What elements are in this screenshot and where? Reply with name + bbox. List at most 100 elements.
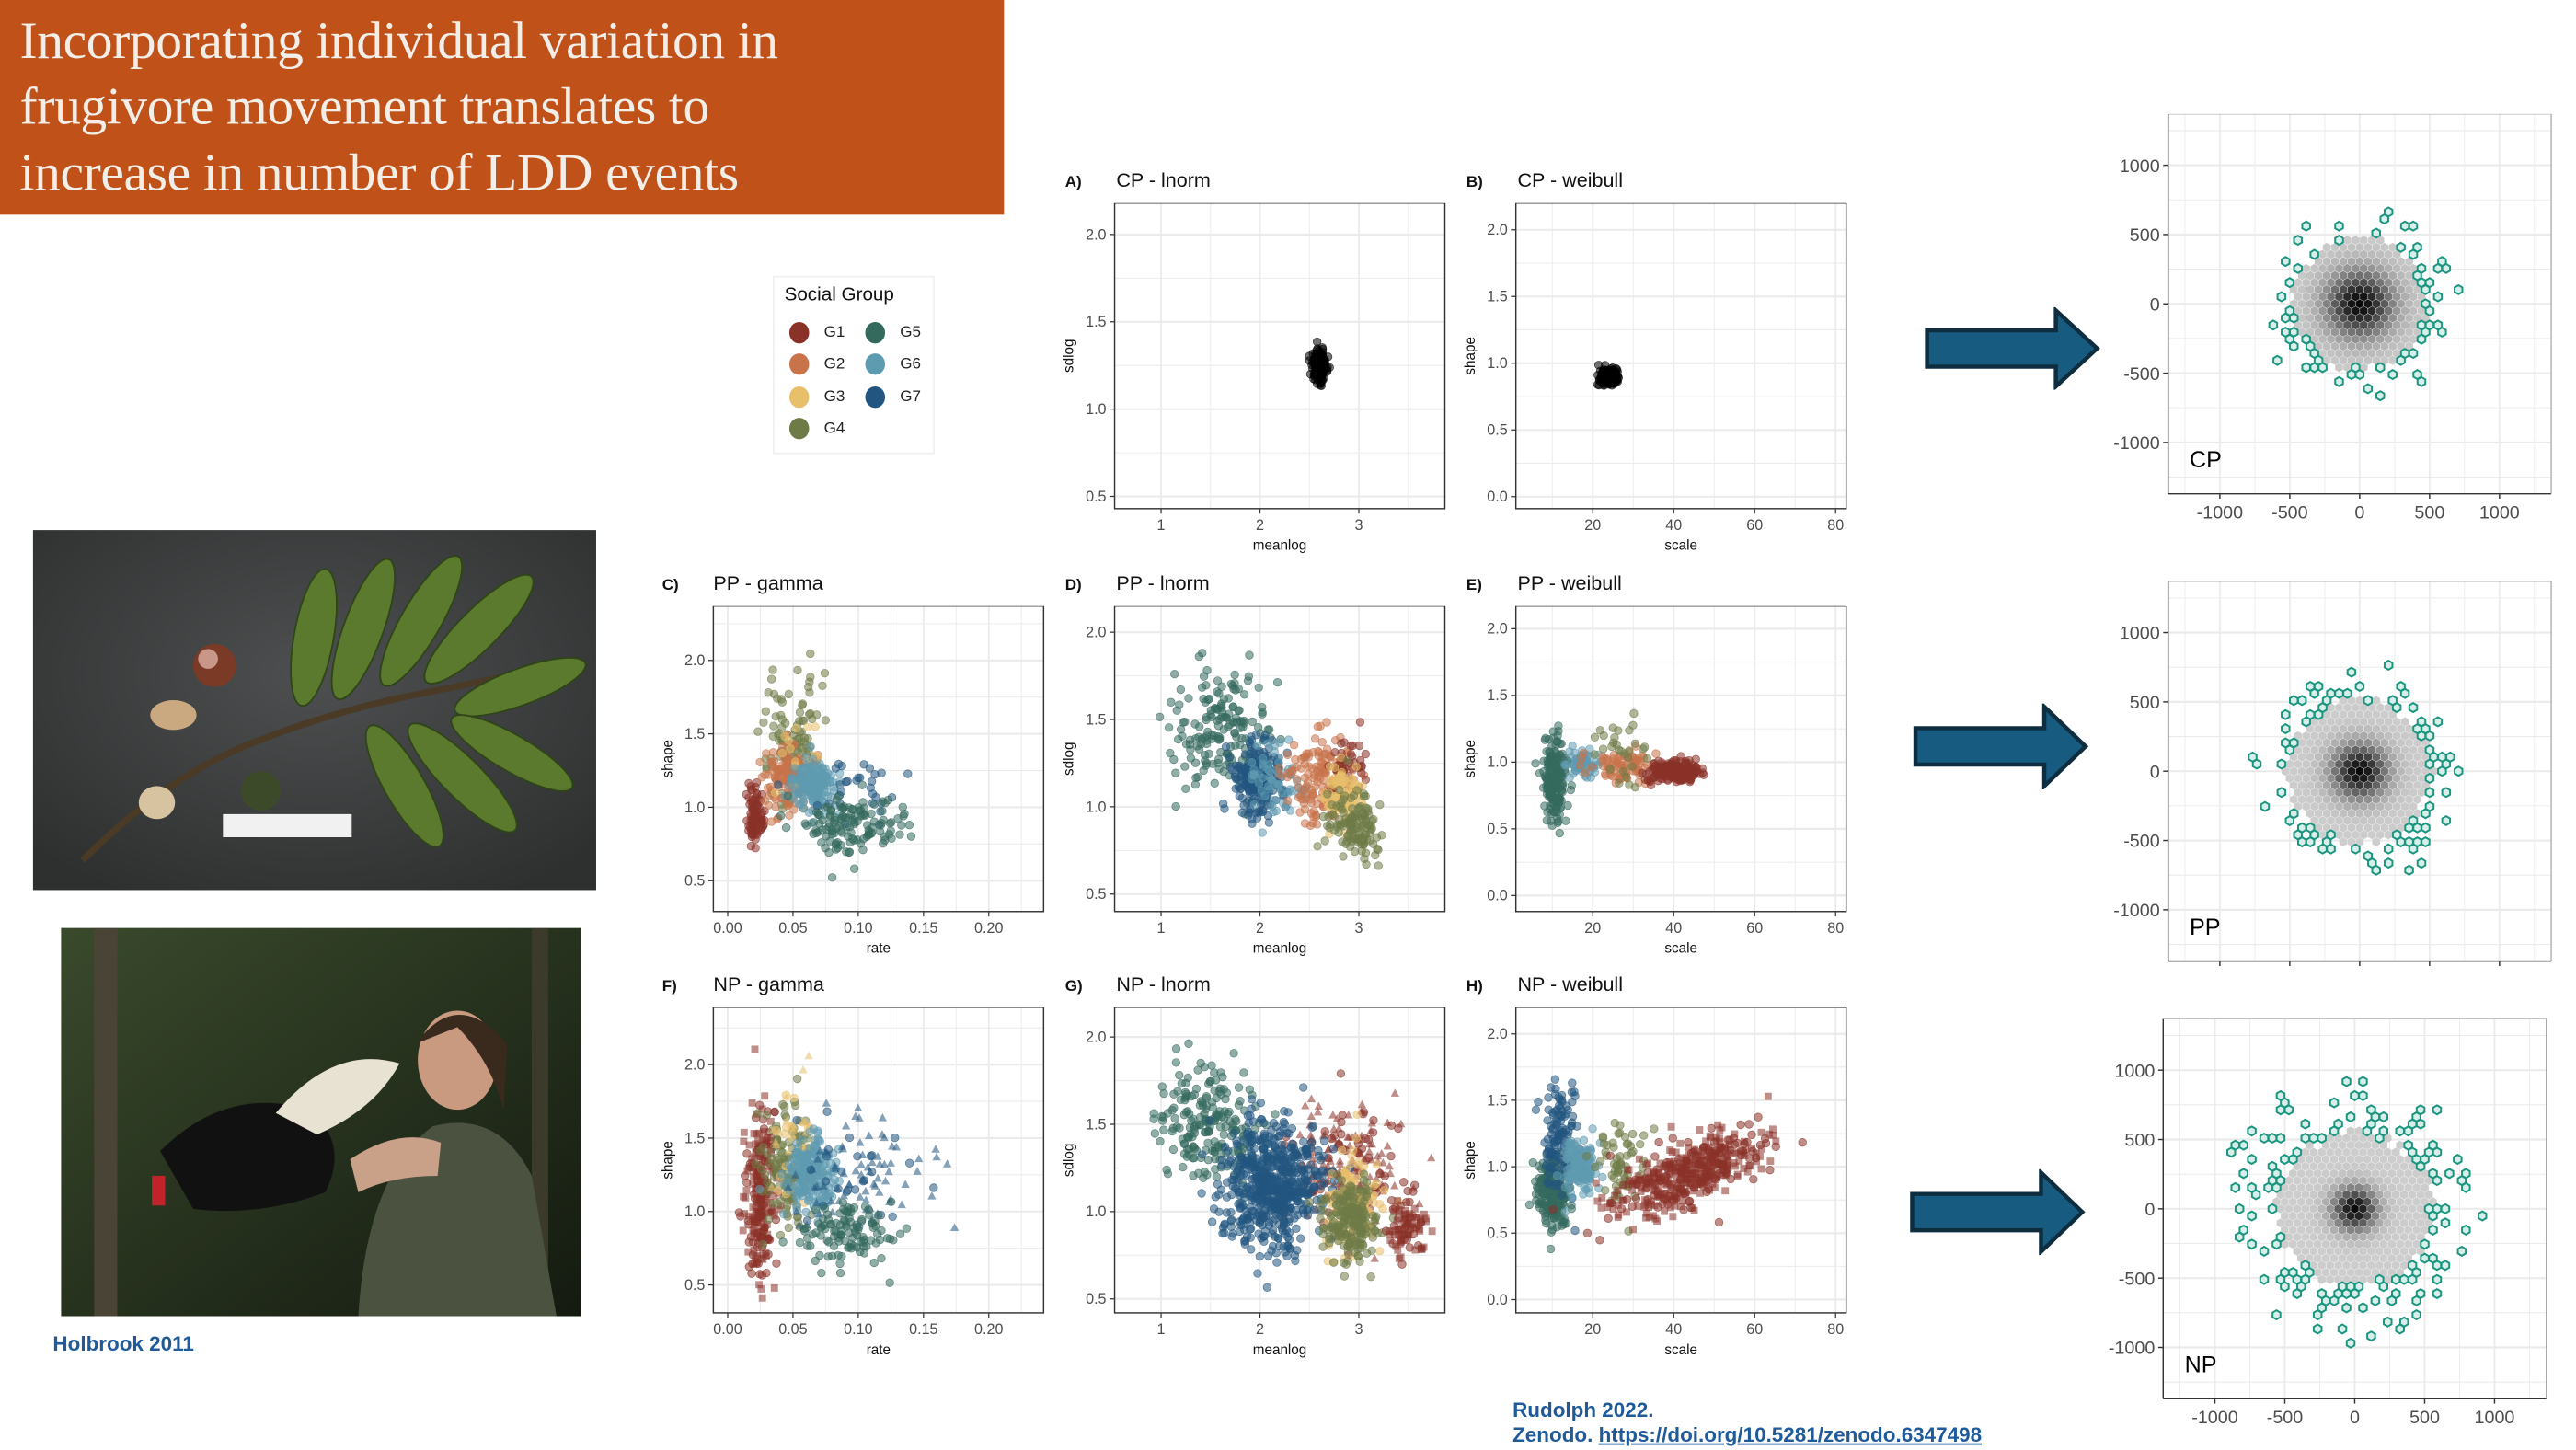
data-point-g7 <box>1254 1270 1262 1278</box>
data-point-g1 <box>1672 759 1680 767</box>
data-point-g6 <box>805 1159 813 1168</box>
data-point-g7 <box>822 1178 830 1186</box>
data-point-g6 <box>807 742 815 751</box>
data-point-g7 <box>1285 1244 1294 1252</box>
data-point-g5 <box>1156 713 1164 721</box>
panel-b-title: CP - weibull <box>1517 168 1623 191</box>
data-point-g1 <box>749 1099 756 1107</box>
data-point-g5 <box>1202 713 1211 721</box>
data-point-g4 <box>764 1179 772 1187</box>
data-point-g4 <box>1356 1227 1364 1236</box>
data-point-g4 <box>1599 745 1607 754</box>
panel-tag: F) <box>662 978 677 996</box>
data-point-g1 <box>1698 765 1707 773</box>
data-point-g1 <box>742 1194 749 1202</box>
data-point-g5 <box>850 1203 858 1212</box>
data-point-g5 <box>1185 695 1193 703</box>
data-point-g5 <box>1180 1111 1189 1119</box>
data-point-g1 <box>749 830 757 838</box>
data-point-g1 <box>1642 770 1650 778</box>
data-point-g5 <box>815 811 823 819</box>
data-point-g5 <box>1229 718 1237 726</box>
data-point-g1 <box>753 1131 760 1138</box>
data-point-g5 <box>1552 781 1560 789</box>
legend-title: Social Group <box>785 286 894 306</box>
data-point-g1 <box>1402 1198 1410 1206</box>
y-axis-title: sdlog <box>1062 1144 1077 1177</box>
data-point-g4 <box>821 669 829 677</box>
data-point-g7 <box>1217 1186 1225 1194</box>
data-point-g3 <box>771 788 779 797</box>
data-point-g4 <box>1348 1183 1356 1191</box>
x-tick-label: 0.20 <box>974 1321 1003 1338</box>
data-point-g7 <box>1277 1213 1285 1221</box>
data-point-g7 <box>1256 1166 1264 1174</box>
data-point-g4 <box>1363 1249 1371 1258</box>
data-point-g2 <box>1323 745 1331 754</box>
data-point-g1 <box>1411 1247 1419 1254</box>
data-point-g4 <box>1347 794 1355 802</box>
data-point-g6 <box>801 754 810 762</box>
data-point-g7 <box>1238 809 1247 817</box>
legend-label: G5 <box>900 324 921 342</box>
y-tick-label: 1.0 <box>684 1203 705 1220</box>
data-point-g5 <box>1156 1137 1165 1145</box>
data-point-g4 <box>764 1150 772 1158</box>
data-point-g5 <box>870 800 879 809</box>
x-axis-title: rate <box>867 1342 891 1358</box>
data-point-g5 <box>779 1238 788 1247</box>
data-point-g7 <box>891 1134 899 1142</box>
y-tick-label: 0.5 <box>684 1277 705 1294</box>
g6-swatch-icon <box>866 353 886 374</box>
data-point-g1 <box>745 779 753 788</box>
data-point-g5 <box>812 829 821 837</box>
plot-background <box>1115 203 1445 509</box>
data-point-g4 <box>807 673 815 682</box>
data-point-g1 <box>749 1180 756 1188</box>
data-point-g7 <box>1198 1190 1206 1198</box>
data-point-g5 <box>1198 684 1206 692</box>
data-point-g4 <box>778 716 787 724</box>
data-point-g7 <box>1259 1221 1267 1229</box>
data-point-g5 <box>1179 719 1188 727</box>
data-point-g4 <box>1378 831 1386 839</box>
data-point-g5 <box>1171 1114 1179 1122</box>
data-point-g7 <box>1329 1145 1338 1154</box>
data-point-g7 <box>832 765 840 773</box>
data-point-g5 <box>1174 735 1182 743</box>
data-point-g4 <box>1374 862 1383 870</box>
data-point-g5 <box>1163 1166 1171 1174</box>
data-point-g4 <box>1343 837 1351 846</box>
data-point-g6 <box>799 791 807 800</box>
data-point-g6 <box>1270 796 1278 804</box>
data-point-g7 <box>1300 1138 1308 1146</box>
panel-tag: B) <box>1466 173 1483 191</box>
data-point-g7 <box>1304 1152 1312 1160</box>
data-point-g4 <box>1317 1214 1325 1223</box>
data-point-g4 <box>1362 804 1370 812</box>
x-axis-title: scale <box>1664 941 1697 957</box>
y-tick-label: 2.0 <box>684 652 705 669</box>
data-point-g4 <box>1319 1225 1328 1233</box>
data-point-g5 <box>1206 1077 1214 1086</box>
data-point-g7 <box>1303 1145 1311 1154</box>
data-point-g7 <box>860 1177 868 1185</box>
data-point-g5 <box>1207 707 1215 715</box>
y-tick-label: 1.0 <box>1487 355 1507 372</box>
data-point-g1 <box>1349 742 1357 750</box>
data-point-g1 <box>1387 1122 1396 1130</box>
data-point-g1 <box>1410 1181 1419 1190</box>
data-point-g4 <box>794 666 802 674</box>
data-point-g7 <box>1271 1199 1280 1207</box>
data-point-g5 <box>878 1254 886 1262</box>
data-point-g5 <box>858 781 867 789</box>
data-point-g5 <box>1181 1096 1190 1104</box>
data-point-g7 <box>1227 1208 1236 1216</box>
data-point-g7 <box>1235 1189 1243 1197</box>
data-point-g6 <box>1258 787 1266 795</box>
data-point-g7 <box>1223 1193 1231 1202</box>
data-point-g1 <box>1398 1260 1407 1269</box>
data-point-g2 <box>1580 749 1588 757</box>
data-point-g4 <box>819 682 827 690</box>
